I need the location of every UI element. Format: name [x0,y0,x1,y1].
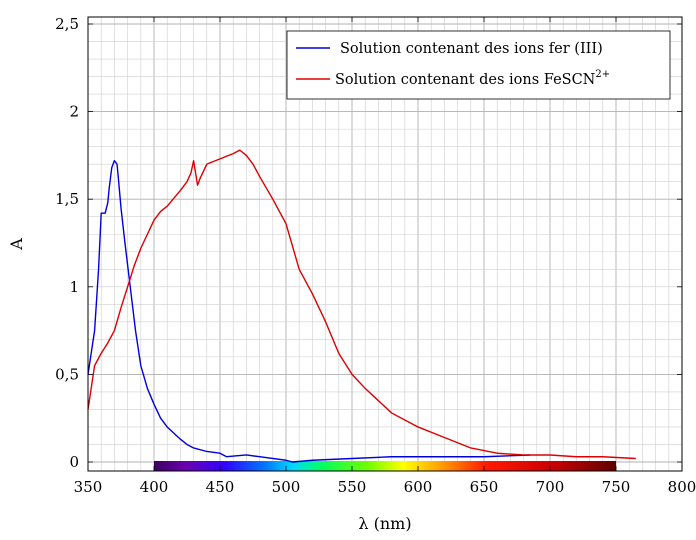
x-tick-label: 750 [602,478,631,496]
x-tick-label: 700 [536,478,565,496]
x-tick-label: 450 [206,478,235,496]
x-tick-label: 500 [272,478,301,496]
x-tick-label: 350 [74,478,103,496]
y-tick-label: 1,5 [55,190,79,208]
y-tick-label: 2,5 [55,15,79,33]
plot-frame [87,16,683,472]
y-tick-label: 0,5 [55,365,79,383]
y-tick-label: 1 [69,278,79,296]
y-axis-title: A [7,238,26,251]
visible-spectrum-bar [154,461,616,471]
series-layer [87,149,636,463]
ticks: 350 400 450 500 550 600 650 700 750 800 0 0,5 1 1,5 2 2… [55,15,696,496]
legend-box [286,30,671,100]
x-axis-title: λ (nm) [358,514,411,533]
x-tick-label: 650 [470,478,499,496]
legend: Solution contenant des ions fer (III) So… [286,30,671,100]
x-tick-label: 600 [404,478,433,496]
x-tick-label: 800 [668,478,696,496]
x-tick-label: 400 [140,478,169,496]
legend-label-fer-iii: Solution contenant des ions fer (III) [340,41,603,57]
legend-label-fescn-base: Solution contenant des ions FeSCN [335,72,596,88]
series-line-0 [87,159,531,463]
series-line-1 [87,149,636,460]
legend-label-fescn: Solution contenant des ions FeSCN2+ [335,69,610,88]
x-tick-label: 550 [338,478,367,496]
y-tick-label: 2 [69,103,79,121]
y-tick-label: 0 [69,453,79,471]
legend-label-fescn-superscript: 2+ [595,69,610,80]
